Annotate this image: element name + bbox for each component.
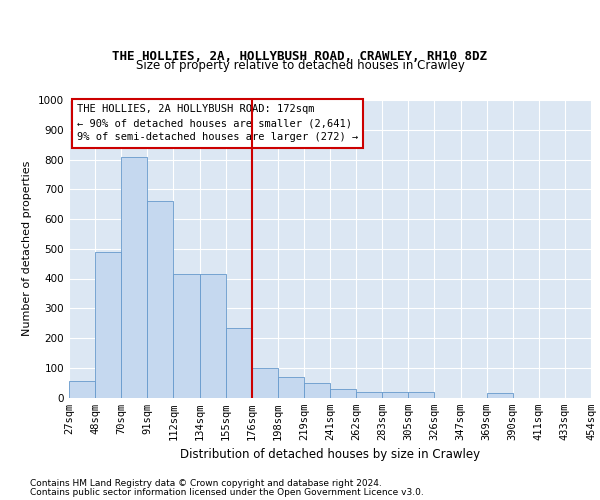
Bar xyxy=(252,368,278,398)
Text: Contains public sector information licensed under the Open Government Licence v3: Contains public sector information licen… xyxy=(30,488,424,497)
Bar xyxy=(69,381,95,398)
Text: THE HOLLIES, 2A, HOLLYBUSH ROAD, CRAWLEY, RH10 8DZ: THE HOLLIES, 2A, HOLLYBUSH ROAD, CRAWLEY… xyxy=(113,50,487,62)
Text: THE HOLLIES, 2A HOLLYBUSH ROAD: 172sqm
← 90% of detached houses are smaller (2,6: THE HOLLIES, 2A HOLLYBUSH ROAD: 172sqm ←… xyxy=(77,104,358,142)
Bar xyxy=(199,274,226,398)
Bar xyxy=(148,201,173,398)
Text: Contains HM Land Registry data © Crown copyright and database right 2024.: Contains HM Land Registry data © Crown c… xyxy=(30,479,382,488)
Bar xyxy=(278,376,304,398)
Bar xyxy=(356,392,382,398)
Bar xyxy=(304,382,330,398)
Y-axis label: Number of detached properties: Number of detached properties xyxy=(22,161,32,336)
Bar xyxy=(330,388,356,398)
Bar xyxy=(226,328,252,398)
Bar xyxy=(382,392,409,398)
Bar xyxy=(95,252,121,398)
Bar xyxy=(121,156,148,398)
Bar xyxy=(173,274,199,398)
Bar xyxy=(409,392,434,398)
Bar xyxy=(487,393,513,398)
X-axis label: Distribution of detached houses by size in Crawley: Distribution of detached houses by size … xyxy=(180,448,480,461)
Text: Size of property relative to detached houses in Crawley: Size of property relative to detached ho… xyxy=(136,60,464,72)
